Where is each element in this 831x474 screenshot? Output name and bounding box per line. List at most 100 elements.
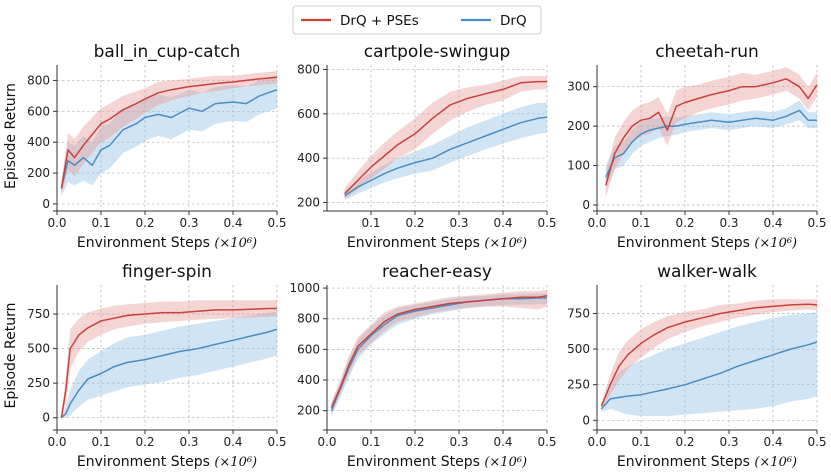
x-axis-label-text: Environment Steps [347, 235, 484, 251]
chart-title: ball_in_cup-catch [94, 42, 241, 62]
x-axis-label: Environment Steps (×10⁶) [617, 454, 797, 470]
x-tick-label: 0.5 [267, 216, 286, 230]
x-tick-label: 0.1 [361, 435, 380, 449]
x-tick-label: 0.3 [719, 216, 738, 230]
x-tick-label: 0.1 [631, 216, 650, 230]
panel-cheetah-run: 0.0 0.1 0.2 0.3 0.4 0.5 0 100 200 300 cheetah-run E… [567, 42, 826, 251]
x-tick-label: 0.3 [179, 435, 198, 449]
band-drq [605, 100, 817, 190]
x-tick-label: 0.0 [587, 435, 606, 449]
y-tick-label: 600 [297, 342, 320, 356]
x-tick-label: 0.1 [361, 216, 380, 230]
x-tick-label: 0.4 [763, 435, 782, 449]
y-tick-label: 0 [42, 411, 50, 425]
x-tick-label: 0.5 [537, 216, 556, 230]
band-drq [331, 293, 547, 417]
line-drq-pses [330, 294, 548, 408]
line-drq [344, 116, 548, 197]
band-drq-pses [61, 71, 278, 195]
x-axis-label: Environment Steps (×10⁶) [347, 454, 527, 470]
y-tick-label: 300 [567, 80, 590, 94]
x-tick-label: 0.1 [91, 435, 110, 449]
panel-finger-spin: 0.0 0.1 0.2 0.3 0.4 0.5 0 250 500 750 finger-spin E… [3, 262, 287, 470]
legend: DrQ + PSEs DrQ [292, 5, 542, 35]
chart-title: reacher-easy [382, 262, 492, 282]
chart-title: walker-walk [657, 262, 757, 282]
x-tick-label: 0.3 [449, 435, 468, 449]
line-drq-pses [60, 307, 277, 418]
x-tick-label: 0.0 [317, 435, 336, 449]
x-axis-label: Environment Steps (×10⁶) [347, 235, 527, 251]
y-tick-label: 0 [582, 198, 590, 212]
x-axis-label: Environment Steps (×10⁶) [77, 454, 257, 470]
x-tick-label: 0.4 [223, 216, 242, 230]
line-drq-pses [600, 303, 818, 407]
y-tick-label: 250 [567, 378, 590, 392]
x-axis-label-unit: (×10⁶) [484, 236, 527, 251]
y-tick-label: 0 [42, 197, 50, 211]
x-axis-label-text: Environment Steps [617, 235, 754, 251]
band-drq [61, 311, 278, 418]
line-drq [60, 328, 278, 419]
x-axis-label: Environment Steps (×10⁶) [617, 235, 797, 251]
y-tick-label: 800 [297, 312, 320, 326]
y-tick-label: 750 [567, 306, 590, 320]
y-axis-label: Episode Return [3, 83, 19, 189]
legend-label-drq: DrQ [500, 13, 527, 29]
panel-walker-walk: 0.0 0.1 0.2 0.3 0.4 0.5 0 250 500 750 walker-walk E… [567, 262, 826, 470]
x-tick-label: 0.5 [537, 435, 556, 449]
x-tick-label: 0.4 [493, 435, 512, 449]
x-tick-label: 0.2 [675, 435, 694, 449]
x-tick-label: 0.2 [135, 435, 154, 449]
x-tick-label: 0.5 [267, 435, 286, 449]
x-axis-label-unit: (×10⁶) [214, 455, 257, 470]
x-tick-label: 0.4 [493, 216, 512, 230]
y-tick-label: 400 [27, 135, 50, 149]
line-drq [330, 297, 547, 411]
x-tick-label: 0.3 [179, 216, 198, 230]
x-axis-label-text: Environment Steps [617, 454, 754, 470]
x-tick-label: 0.2 [405, 216, 424, 230]
x-tick-label: 0.2 [675, 216, 694, 230]
x-tick-label: 0.4 [763, 216, 782, 230]
chart-title: finger-spin [122, 262, 212, 282]
band-drq [601, 312, 817, 416]
x-axis-label-unit: (×10⁶) [484, 455, 527, 470]
x-axis-label-unit: (×10⁶) [214, 236, 257, 251]
x-axis-label-unit: (×10⁶) [754, 236, 797, 251]
chart-title: cartpole-swingup [364, 42, 511, 62]
x-axis-label-text: Environment Steps [77, 454, 214, 470]
panel-cartpole-swingup: 0.1 0.2 0.3 0.4 0.5 200 400 600 800 cartpole-swin… [297, 42, 556, 251]
panel-reacher-easy: 0.0 0.1 0.2 0.3 0.4 0.5 200 400 600 800 1000 reache… [289, 262, 556, 470]
chart-title: cheetah-run [655, 42, 759, 62]
line-drq [600, 341, 818, 410]
line-drq-pses [344, 80, 547, 195]
x-tick-label: 0.2 [135, 216, 154, 230]
band-drq-pses [61, 300, 278, 418]
x-tick-label: 0.0 [587, 216, 606, 230]
y-tick-label: 500 [27, 342, 50, 356]
panel-ball-in-cup-catch: 0.0 0.1 0.2 0.3 0.4 0.5 0 200 400 600 800 ball_in_c… [3, 42, 287, 251]
y-tick-label: 600 [297, 107, 320, 121]
x-axis-label-text: Environment Steps [77, 235, 214, 251]
line-drq-pses [60, 76, 278, 189]
band-drq-pses [605, 67, 817, 198]
band-drq-pses [344, 76, 547, 200]
y-tick-label: 750 [27, 307, 50, 321]
y-tick-label: 400 [297, 373, 320, 387]
legend-frame [292, 5, 542, 35]
x-tick-label: 0.3 [449, 216, 468, 230]
y-tick-label: 200 [27, 166, 50, 180]
x-tick-label: 0.0 [47, 435, 66, 449]
line-drq [605, 109, 817, 178]
band-drq [61, 75, 278, 197]
line-drq-pses [605, 78, 818, 186]
band-drq-pses [601, 299, 817, 409]
y-tick-label: 200 [567, 119, 590, 133]
x-axis-label-unit: (×10⁶) [754, 455, 797, 470]
x-tick-label: 0.4 [223, 435, 242, 449]
y-tick-label: 0 [582, 413, 590, 427]
x-axis-label: Environment Steps (×10⁶) [77, 235, 257, 251]
y-tick-label: 800 [27, 73, 50, 87]
